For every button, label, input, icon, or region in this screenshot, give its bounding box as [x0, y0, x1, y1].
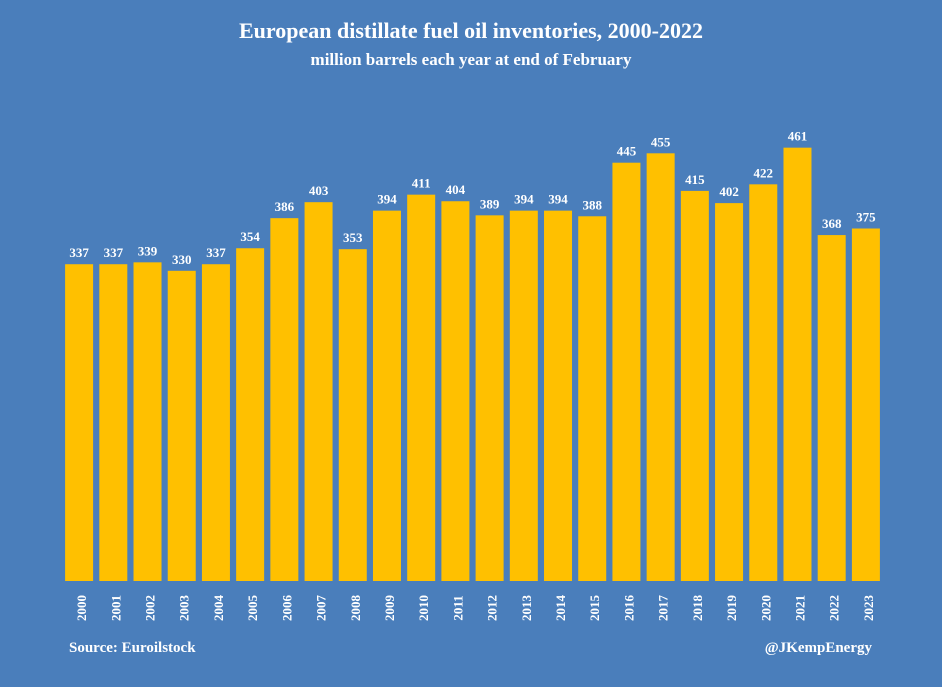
data-label-2021: 461 [788, 129, 808, 144]
bar-2009 [372, 210, 401, 581]
bar-2004 [201, 264, 230, 581]
x-tick-label-2008: 2008 [348, 595, 363, 622]
x-tick-label-2007: 2007 [314, 595, 329, 622]
x-tick-label-2015: 2015 [587, 595, 602, 622]
bar-2006 [270, 218, 299, 581]
bar-2022 [817, 235, 846, 581]
bar-2016 [612, 162, 641, 581]
data-label-2014: 394 [548, 192, 568, 207]
bar-2015 [578, 216, 607, 581]
data-label-2011: 404 [446, 182, 466, 197]
x-tick-label-2018: 2018 [690, 595, 705, 622]
data-label-2020: 422 [754, 165, 774, 180]
x-tick-label-2022: 2022 [827, 595, 842, 621]
data-label-2015: 388 [582, 197, 602, 212]
data-label-2016: 445 [617, 144, 637, 159]
data-label-2012: 389 [480, 196, 500, 211]
x-tick-label-2017: 2017 [656, 595, 671, 622]
data-label-2005: 354 [240, 229, 260, 244]
x-tick-label-2004: 2004 [211, 595, 226, 622]
bar-2017 [646, 153, 675, 582]
data-label-2019: 402 [719, 184, 739, 199]
x-tick-label-2003: 2003 [177, 595, 192, 622]
bar-2005 [236, 248, 265, 582]
x-tick-label-2012: 2012 [485, 595, 500, 621]
bar-2021 [783, 147, 812, 581]
data-label-2006: 386 [275, 199, 295, 214]
bar-2002 [133, 262, 162, 581]
data-label-2013: 394 [514, 192, 534, 207]
x-tick-label-2021: 2021 [792, 595, 807, 621]
bar-2010 [407, 194, 436, 581]
x-tick-label-2020: 2020 [758, 595, 773, 621]
data-label-2010: 411 [412, 176, 431, 191]
bar-2001 [99, 264, 128, 581]
x-tick-label-2019: 2019 [724, 595, 739, 622]
bar-2000 [65, 264, 94, 581]
x-tick-label-2014: 2014 [553, 595, 568, 622]
x-tick-label-2006: 2006 [279, 595, 294, 622]
bar-2014 [544, 210, 573, 581]
data-label-2003: 330 [172, 252, 192, 267]
x-tick-label-2013: 2013 [519, 595, 534, 622]
bar-2020 [749, 184, 778, 581]
bar-2019 [715, 203, 744, 581]
data-label-2009: 394 [377, 192, 397, 207]
bar-2011 [441, 201, 470, 582]
chart-title: European distillate fuel oil inventories… [238, 18, 704, 43]
bar-2007 [304, 202, 333, 581]
x-tick-label-2023: 2023 [861, 595, 876, 622]
data-label-2007: 403 [309, 183, 329, 198]
data-label-2023: 375 [856, 210, 876, 225]
data-label-2008: 353 [343, 230, 363, 245]
bar-2008 [338, 249, 367, 581]
data-label-2022: 368 [822, 216, 842, 231]
x-tick-label-2010: 2010 [416, 595, 431, 621]
data-label-2017: 455 [651, 134, 671, 149]
data-label-2000: 337 [69, 245, 89, 260]
x-tick-label-2016: 2016 [621, 595, 636, 622]
bar-2018 [680, 190, 709, 581]
source-note: Source: Euroilstock [69, 640, 196, 656]
bar-2003 [167, 270, 196, 581]
x-tick-label-2005: 2005 [245, 595, 260, 622]
data-label-2002: 339 [138, 243, 158, 258]
bar-2012 [475, 215, 504, 581]
bar-2023 [851, 228, 880, 581]
author-credit: @JKempEnergy [764, 640, 872, 656]
data-label-2004: 337 [206, 245, 226, 260]
bar-2013 [509, 210, 538, 581]
x-tick-label-2011: 2011 [450, 595, 465, 620]
chart-subtitle: million barrels each year at end of Febr… [310, 50, 632, 69]
data-label-2018: 415 [685, 172, 705, 187]
x-tick-label-2001: 2001 [108, 595, 123, 621]
x-tick-label-2002: 2002 [143, 595, 158, 621]
x-tick-label-2000: 2000 [74, 595, 89, 621]
x-tick-label-2009: 2009 [382, 595, 397, 622]
data-label-2001: 337 [104, 245, 124, 260]
